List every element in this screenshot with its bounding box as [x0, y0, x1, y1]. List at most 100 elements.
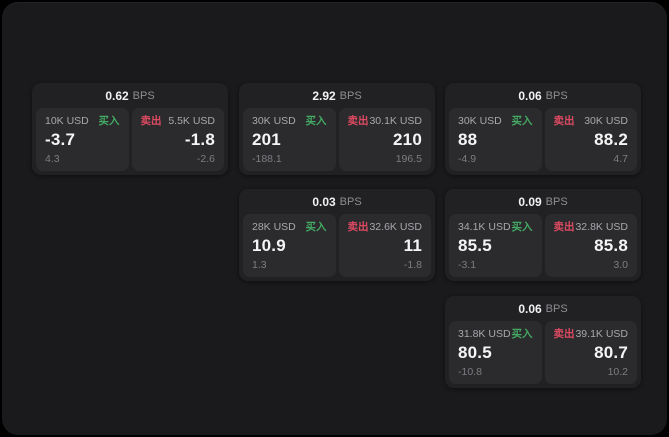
bps-card: 0.06 BPS 30K USD 买入 88 -4.9 卖出 30K USD 8… [445, 83, 641, 175]
bps-value: 0.06 [518, 301, 542, 316]
sell-amount: 30K USD [584, 115, 628, 127]
buy-panel[interactable]: 30K USD 买入 88 -4.9 [449, 108, 542, 171]
buy-side-label: 买入 [305, 115, 327, 127]
buy-price: 88 [458, 130, 478, 149]
sell-panel[interactable]: 卖出 5.5K USD -1.8 -2.6 [131, 108, 224, 171]
buy-amount: 31.8K USD [458, 328, 511, 340]
sell-change: 3.0 [613, 259, 628, 271]
buy-price: -3.7 [45, 130, 76, 149]
buy-change: -10.8 [458, 366, 482, 378]
bps-header: 2.92 BPS [239, 83, 435, 108]
price-panels: 10K USD 买入 -3.7 4.3 卖出 5.5K USD -1.8 -2.… [32, 108, 228, 171]
buy-amount: 10K USD [45, 115, 89, 127]
sell-panel[interactable]: 卖出 32.8K USD 85.8 3.0 [544, 214, 637, 277]
sell-top-row: 卖出 39.1K USD [554, 328, 629, 341]
sell-side-label: 卖出 [140, 115, 162, 127]
buy-side-label: 买入 [305, 221, 327, 233]
bps-value: 0.03 [312, 194, 336, 209]
buy-top-row: 31.8K USD 买入 [458, 328, 533, 341]
bps-card: 2.92 BPS 30K USD 买入 201 -188.1 卖出 30.1K … [239, 83, 435, 175]
buy-panel[interactable]: 10K USD 买入 -3.7 4.3 [36, 108, 129, 171]
buy-change: -188.1 [252, 153, 282, 165]
sell-side-label: 卖出 [553, 328, 575, 340]
price-panels: 31.8K USD 买入 80.5 -10.8 卖出 39.1K USD 80.… [445, 321, 641, 384]
buy-top-row: 30K USD 买入 [458, 115, 533, 128]
buy-amount: 30K USD [458, 115, 502, 127]
bps-header: 0.06 BPS [445, 296, 641, 321]
buy-price: 85.5 [458, 236, 492, 255]
buy-amount: 34.1K USD [458, 221, 511, 233]
bps-unit-label: BPS [545, 302, 568, 315]
sell-side-label: 卖出 [553, 221, 575, 233]
sell-price: 80.7 [594, 343, 628, 362]
sell-amount: 30.1K USD [369, 115, 422, 127]
buy-price: 10.9 [252, 236, 286, 255]
bps-card: 0.09 BPS 34.1K USD 买入 85.5 -3.1 卖出 32.8K… [445, 189, 641, 281]
sell-change: -1.8 [403, 259, 422, 271]
bps-header: 0.09 BPS [445, 189, 641, 214]
buy-panel[interactable]: 31.8K USD 买入 80.5 -10.8 [449, 321, 542, 384]
sell-panel[interactable]: 卖出 32.6K USD 11 -1.8 [338, 214, 431, 277]
sell-change: 10.2 [607, 366, 628, 378]
price-panels: 28K USD 买入 10.9 1.3 卖出 32.6K USD 11 -1.8 [239, 214, 435, 277]
sell-top-row: 卖出 30.1K USD [348, 115, 423, 128]
sell-price: 88.2 [594, 130, 628, 149]
buy-change: -4.9 [458, 153, 477, 165]
bps-unit-label: BPS [132, 89, 155, 102]
sell-side-label: 卖出 [553, 115, 575, 127]
buy-change: 1.3 [252, 259, 267, 271]
buy-change: 4.3 [45, 153, 60, 165]
sell-top-row: 卖出 30K USD [554, 115, 629, 128]
buy-price: 80.5 [458, 343, 492, 362]
bps-value: 0.09 [518, 194, 542, 209]
buy-amount: 30K USD [252, 115, 296, 127]
buy-side-label: 买入 [98, 115, 120, 127]
price-panels: 34.1K USD 买入 85.5 -3.1 卖出 32.8K USD 85.8… [445, 214, 641, 277]
buy-side-label: 买入 [511, 115, 533, 127]
sell-panel[interactable]: 卖出 39.1K USD 80.7 10.2 [544, 321, 637, 384]
bps-unit-label: BPS [545, 89, 568, 102]
sell-top-row: 卖出 32.8K USD [554, 221, 629, 234]
sell-side-label: 卖出 [347, 115, 369, 127]
sell-top-row: 卖出 5.5K USD [141, 115, 216, 128]
sell-price: -1.8 [184, 130, 215, 149]
buy-price: 201 [252, 130, 281, 149]
buy-top-row: 28K USD 买入 [252, 221, 327, 234]
sell-side-label: 卖出 [347, 221, 369, 233]
sell-price: 85.8 [594, 236, 628, 255]
buy-panel[interactable]: 34.1K USD 买入 85.5 -3.1 [449, 214, 542, 277]
sell-panel[interactable]: 卖出 30K USD 88.2 4.7 [544, 108, 637, 171]
bps-unit-label: BPS [339, 195, 362, 208]
buy-top-row: 30K USD 买入 [252, 115, 327, 128]
sell-amount: 39.1K USD [575, 328, 628, 340]
sell-price: 210 [393, 130, 422, 149]
bps-value: 0.62 [105, 88, 129, 103]
sell-price: 11 [403, 236, 422, 255]
bps-unit-label: BPS [545, 195, 568, 208]
buy-side-label: 买入 [511, 221, 533, 233]
bps-header: 0.06 BPS [445, 83, 641, 108]
buy-side-label: 买入 [511, 328, 533, 340]
sell-change: 196.5 [395, 153, 422, 165]
price-panels: 30K USD 买入 88 -4.9 卖出 30K USD 88.2 4.7 [445, 108, 641, 171]
buy-panel[interactable]: 30K USD 买入 201 -188.1 [243, 108, 336, 171]
sell-change: -2.6 [196, 153, 215, 165]
sell-panel[interactable]: 卖出 30.1K USD 210 196.5 [338, 108, 431, 171]
price-panels: 30K USD 买入 201 -188.1 卖出 30.1K USD 210 1… [239, 108, 435, 171]
buy-panel[interactable]: 28K USD 买入 10.9 1.3 [243, 214, 336, 277]
bps-header: 0.62 BPS [32, 83, 228, 108]
sell-amount: 5.5K USD [168, 115, 215, 127]
sell-change: 4.7 [613, 153, 628, 165]
bps-unit-label: BPS [339, 89, 362, 102]
bps-header: 0.03 BPS [239, 189, 435, 214]
bps-card: 0.06 BPS 31.8K USD 买入 80.5 -10.8 卖出 39.1… [445, 296, 641, 388]
bps-value: 0.06 [518, 88, 542, 103]
bps-card: 0.62 BPS 10K USD 买入 -3.7 4.3 卖出 5.5K USD… [32, 83, 228, 175]
bps-value: 2.92 [312, 88, 336, 103]
buy-change: -3.1 [458, 259, 477, 271]
sell-top-row: 卖出 32.6K USD [348, 221, 423, 234]
buy-amount: 28K USD [252, 221, 296, 233]
buy-top-row: 34.1K USD 买入 [458, 221, 533, 234]
buy-top-row: 10K USD 买入 [45, 115, 120, 128]
